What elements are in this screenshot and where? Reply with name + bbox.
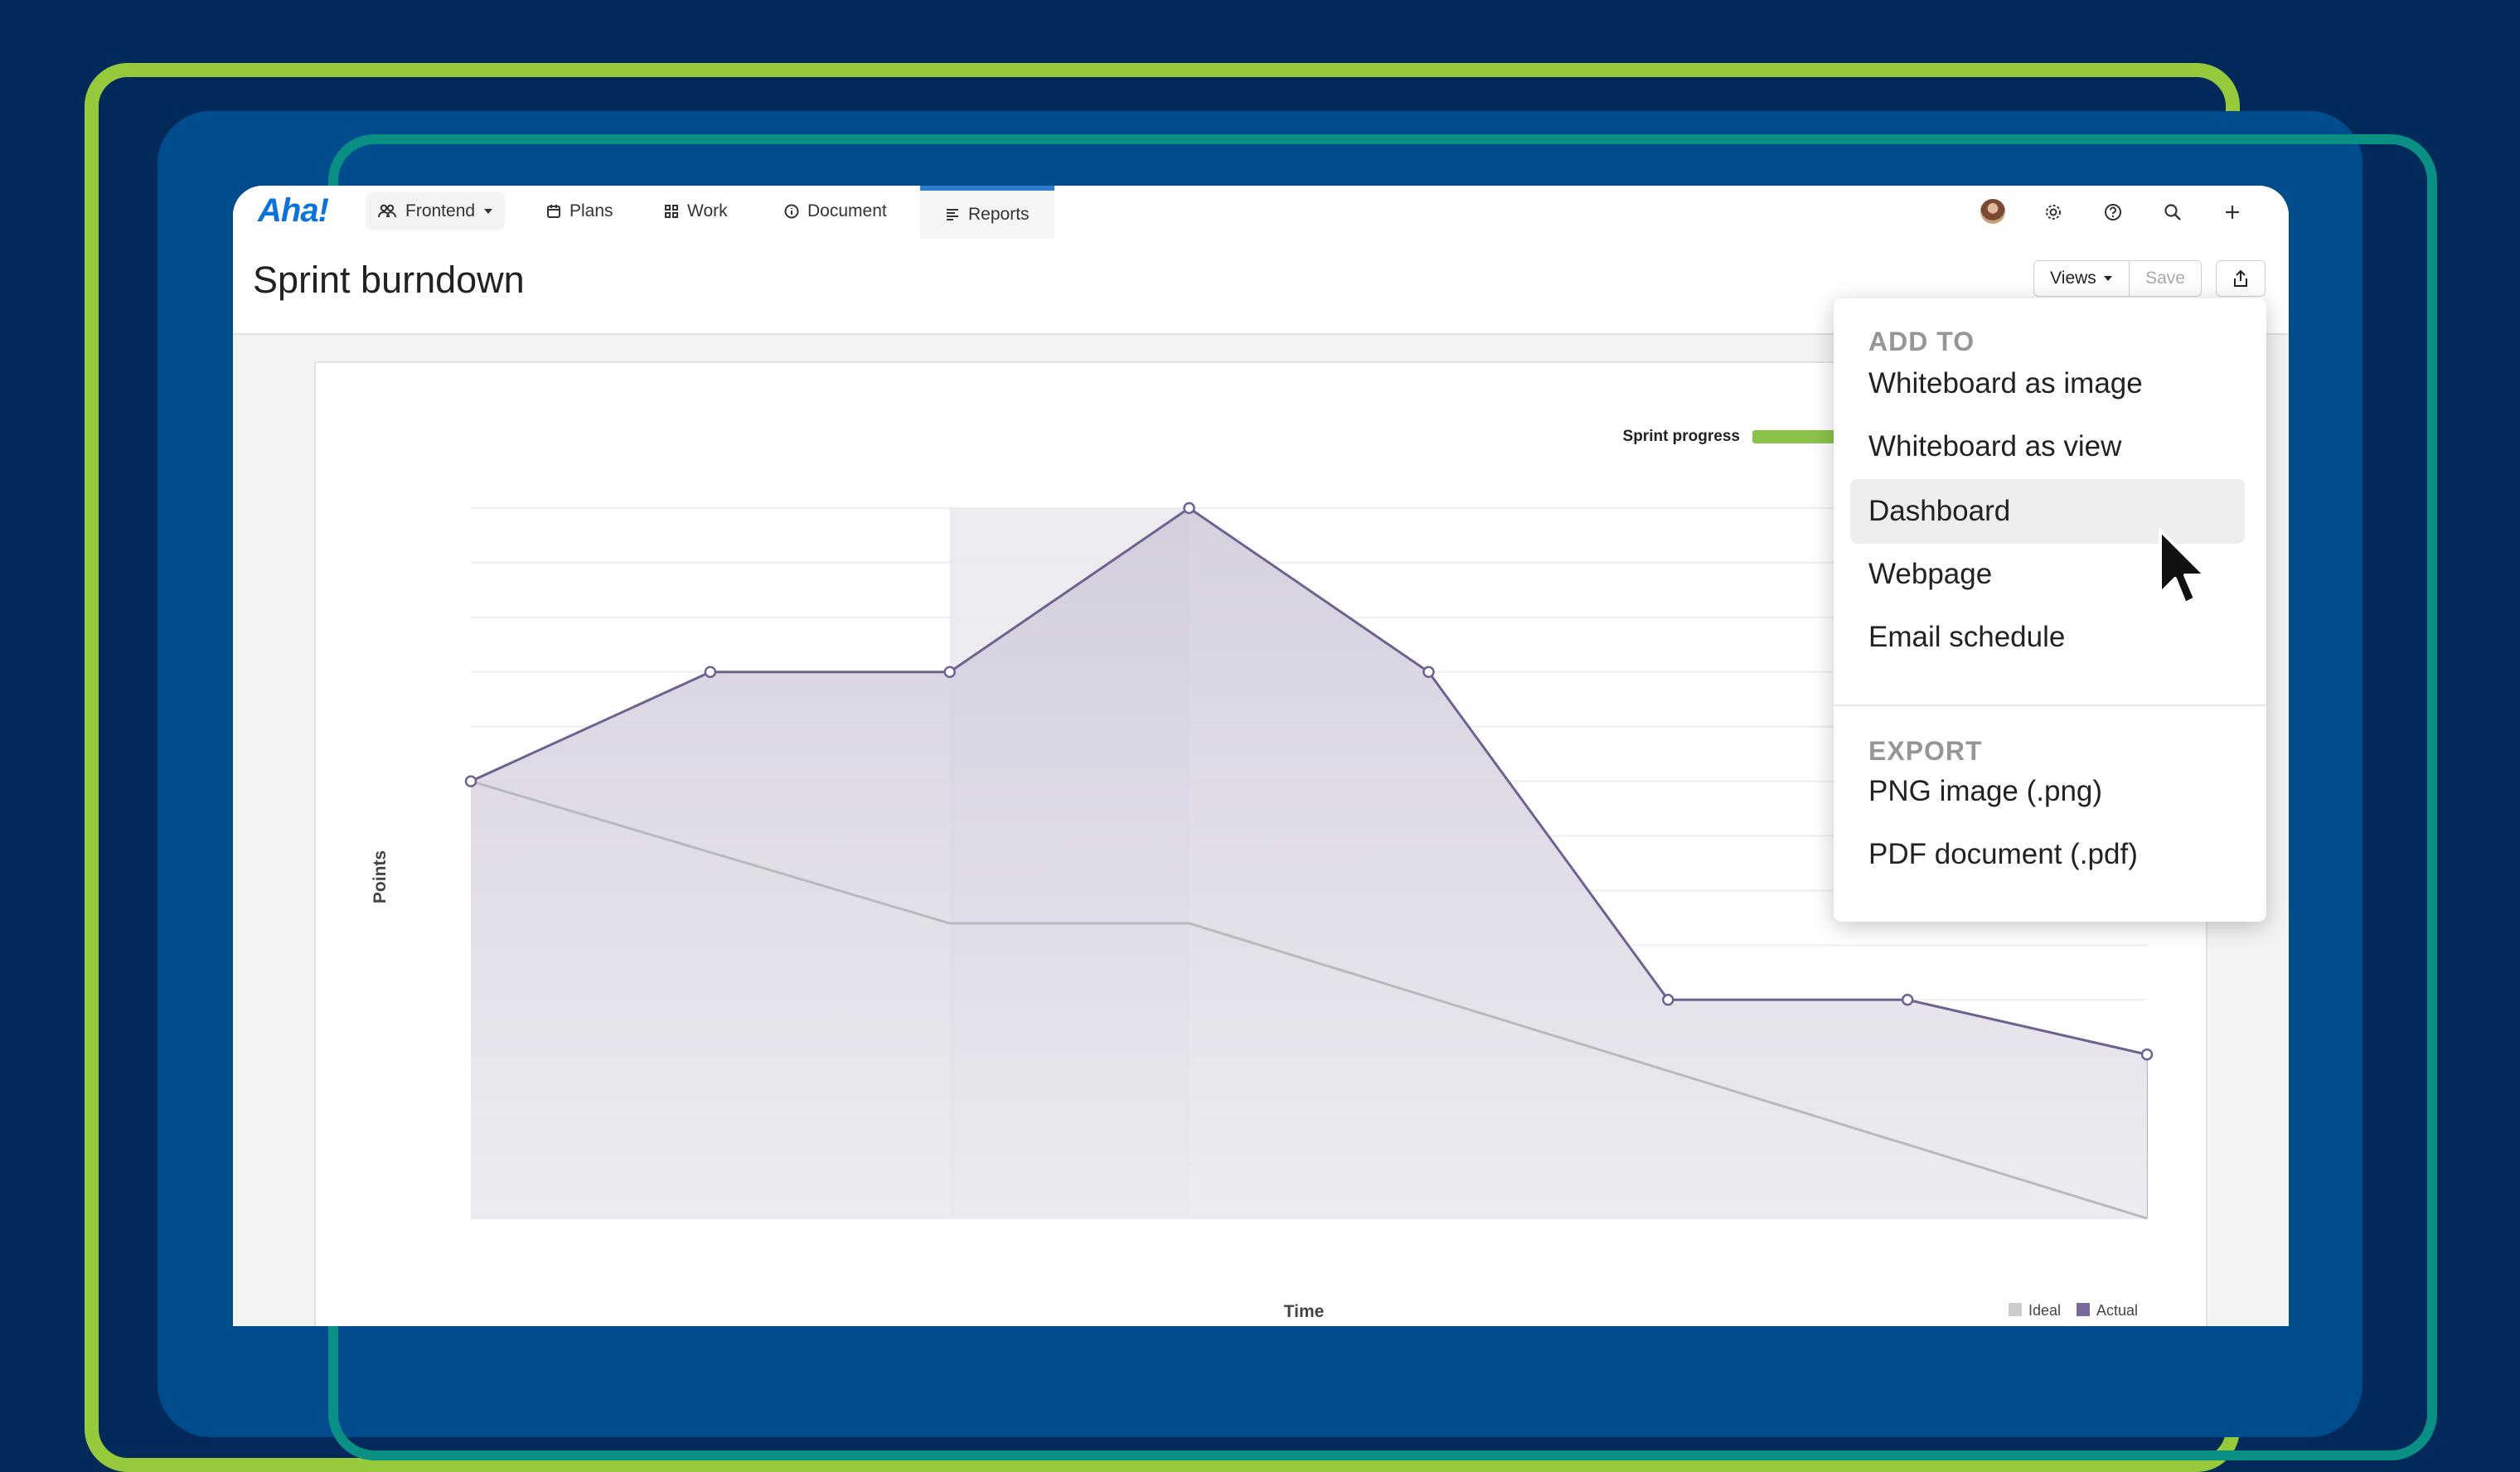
- menu-item-whiteboard-image[interactable]: Whiteboard as image: [1868, 367, 2143, 399]
- share-menu: ADD TO Whiteboard as image Whiteboard as…: [1834, 298, 2266, 922]
- legend-ideal-label: Ideal: [2028, 1302, 2061, 1319]
- add-to-heading: ADD TO: [1868, 327, 1975, 356]
- ideal-series-line: [470, 780, 2148, 1220]
- team-icon: [378, 204, 396, 218]
- legend-actual-swatch: [2077, 1303, 2090, 1316]
- legend-ideal-swatch: [2009, 1303, 2022, 1316]
- caret-down-icon: [2103, 276, 2112, 281]
- menu-item-webpage[interactable]: Webpage: [1868, 558, 1993, 590]
- user-avatar[interactable]: [1980, 199, 2005, 224]
- nav-work-label: Work: [687, 201, 728, 220]
- y-axis-label: Points: [371, 850, 390, 903]
- sprint-progress-bar: [1752, 430, 1852, 443]
- menu-divider: [1834, 705, 2266, 706]
- page-title: Sprint burndown: [253, 259, 525, 301]
- actual-data-point-2[interactable]: [943, 666, 956, 679]
- info-circle-icon: [784, 204, 799, 219]
- actual-data-point-0[interactable]: [464, 775, 477, 787]
- workspace-selector[interactable]: Frontend: [366, 192, 506, 230]
- menu-item-whiteboard-view[interactable]: Whiteboard as view: [1868, 430, 2122, 462]
- views-button[interactable]: Views: [2033, 260, 2130, 297]
- actual-data-point-7[interactable]: [2140, 1048, 2154, 1061]
- share-icon: [2234, 269, 2247, 287]
- search-icon[interactable]: [2159, 199, 2186, 225]
- actual-data-point-5[interactable]: [1662, 994, 1674, 1006]
- sprint-progress-label: Sprint progress: [1623, 428, 1740, 445]
- actual-area: [471, 508, 2147, 1218]
- report-icon: [947, 209, 958, 220]
- burndown-chart: Sprint progress Points Time Ideal Actual: [371, 428, 2154, 1321]
- actual-data-point-4[interactable]: [1422, 666, 1435, 679]
- mouse-cursor-icon: [2159, 529, 2207, 605]
- aha-logo[interactable]: Aha!: [258, 192, 329, 229]
- views-label: Views: [2050, 269, 2096, 288]
- x-axis-label: Time: [1284, 1302, 1325, 1321]
- actual-data-point-3[interactable]: [1183, 501, 1195, 515]
- nav-reports[interactable]: Reports: [920, 186, 1054, 239]
- actual-series-line: [470, 506, 2148, 1056]
- menu-item-dashboard[interactable]: Dashboard: [1850, 479, 2245, 544]
- grid-icon: [665, 205, 678, 218]
- help-icon[interactable]: [2100, 199, 2126, 225]
- save-button[interactable]: Save: [2129, 260, 2202, 297]
- nav-plans[interactable]: Plans: [546, 192, 613, 230]
- actual-data-point-1[interactable]: [704, 666, 717, 679]
- export-heading: EXPORT: [1868, 736, 1983, 766]
- plus-icon[interactable]: [2219, 199, 2246, 225]
- nav-plans-label: Plans: [569, 201, 613, 220]
- menu-item-pdf-export[interactable]: PDF document (.pdf): [1868, 838, 2138, 870]
- gear-icon[interactable]: [2040, 199, 2067, 225]
- calendar-icon: [547, 205, 560, 218]
- caret-down-icon: [484, 209, 493, 214]
- nav-work[interactable]: Work: [664, 192, 728, 230]
- share-button[interactable]: [2216, 260, 2266, 297]
- nav-document-label: Document: [807, 201, 887, 220]
- nav-document[interactable]: Document: [784, 192, 887, 230]
- menu-item-email-schedule[interactable]: Email schedule: [1868, 621, 2066, 653]
- menu-item-png-export[interactable]: PNG image (.png): [1868, 775, 2103, 807]
- top-navigation: Aha! Frontend Plans Work Document Report…: [233, 186, 2289, 240]
- actual-data-point-6[interactable]: [1901, 994, 1914, 1006]
- legend-actual-label: Actual: [2096, 1302, 2138, 1319]
- nav-reports-label: Reports: [968, 205, 1030, 224]
- workspace-label: Frontend: [405, 201, 476, 220]
